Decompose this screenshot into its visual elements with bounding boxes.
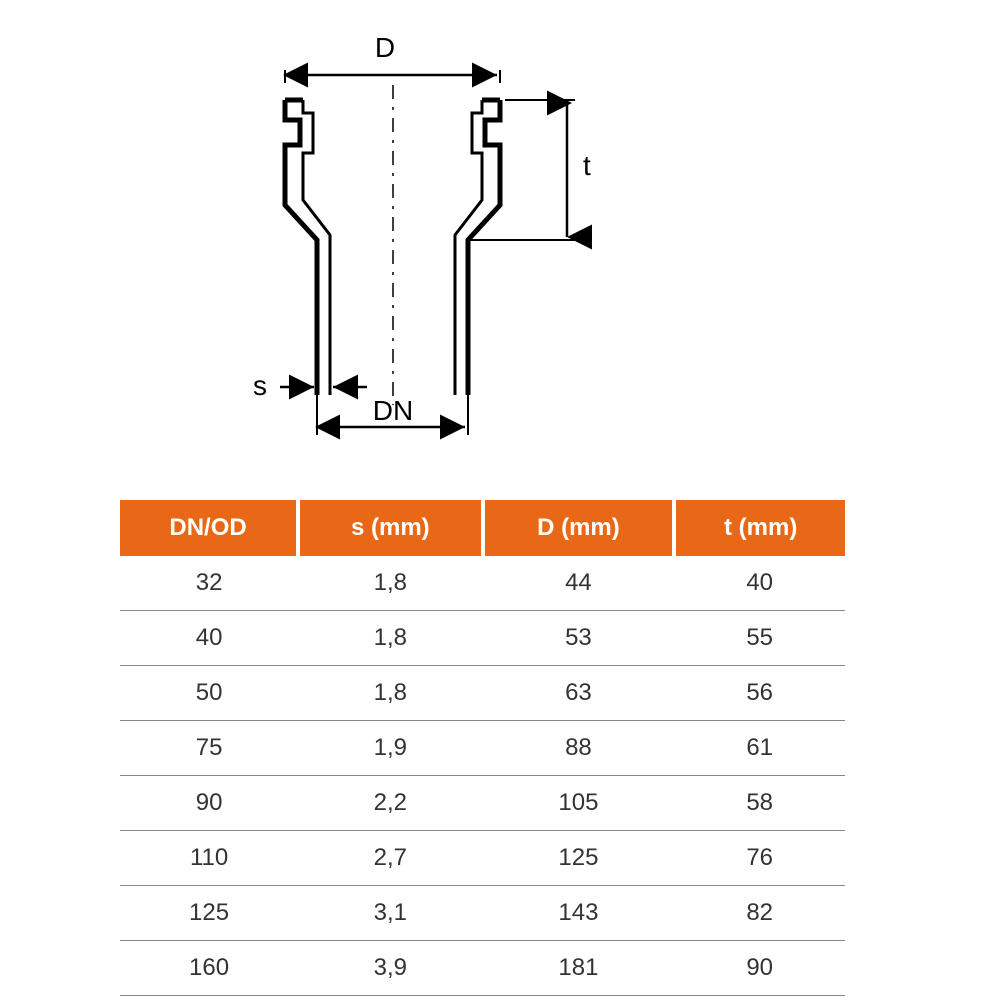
table-cell: 143: [483, 886, 675, 941]
table-cell: 1,8: [298, 556, 482, 611]
table-cell: 82: [674, 886, 845, 941]
table-row: 1603,918190: [120, 941, 845, 996]
label-t: t: [583, 150, 591, 181]
technical-diagram: D t s DN: [145, 25, 705, 445]
pipe-fitting-svg: D t s DN: [145, 25, 705, 445]
table-cell: 125: [483, 831, 675, 886]
label-DN: DN: [373, 395, 413, 426]
table-row: 321,84440: [120, 556, 845, 611]
table-cell: 63: [483, 666, 675, 721]
table-cell: 90: [120, 776, 298, 831]
table-cell: 53: [483, 611, 675, 666]
table-row: 902,210558: [120, 776, 845, 831]
table-cell: 105: [483, 776, 675, 831]
table-header-row: DN/OD s (mm) D (mm) t (mm): [120, 500, 845, 556]
dimensions-table: DN/OD s (mm) D (mm) t (mm) 321,84440401,…: [120, 500, 845, 996]
table-cell: 90: [674, 941, 845, 996]
table-cell: 44: [483, 556, 675, 611]
table-cell: 125: [120, 886, 298, 941]
col-header: t (mm): [674, 500, 845, 556]
col-header: s (mm): [298, 500, 482, 556]
table-cell: 2,7: [298, 831, 482, 886]
table-cell: 61: [674, 721, 845, 776]
table-cell: 3,9: [298, 941, 482, 996]
table-cell: 32: [120, 556, 298, 611]
table-row: 751,98861: [120, 721, 845, 776]
table-cell: 3,1: [298, 886, 482, 941]
table-cell: 1,9: [298, 721, 482, 776]
label-D: D: [375, 32, 395, 63]
table-cell: 88: [483, 721, 675, 776]
table-cell: 160: [120, 941, 298, 996]
table-row: 401,85355: [120, 611, 845, 666]
col-header: D (mm): [483, 500, 675, 556]
table-cell: 1,8: [298, 666, 482, 721]
table-cell: 55: [674, 611, 845, 666]
table-row: 501,86356: [120, 666, 845, 721]
table-cell: 58: [674, 776, 845, 831]
table-cell: 110: [120, 831, 298, 886]
table-cell: 76: [674, 831, 845, 886]
table-cell: 75: [120, 721, 298, 776]
table-cell: 56: [674, 666, 845, 721]
col-header: DN/OD: [120, 500, 298, 556]
table-cell: 50: [120, 666, 298, 721]
table-cell: 2,2: [298, 776, 482, 831]
table-row: 1253,114382: [120, 886, 845, 941]
table-row: 1102,712576: [120, 831, 845, 886]
table-cell: 1,8: [298, 611, 482, 666]
table-cell: 40: [674, 556, 845, 611]
label-s: s: [253, 370, 267, 401]
table-cell: 40: [120, 611, 298, 666]
table-cell: 181: [483, 941, 675, 996]
